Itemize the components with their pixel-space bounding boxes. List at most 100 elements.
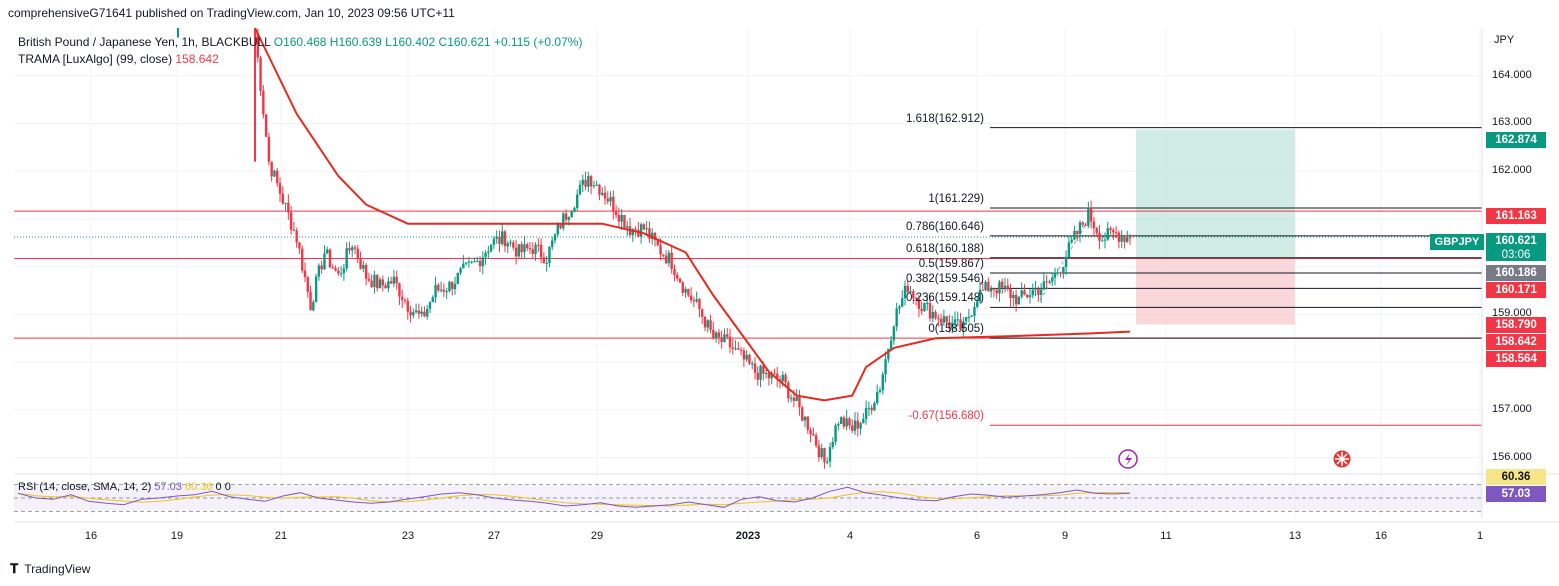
time-tick-label: 11 <box>1160 530 1172 542</box>
rsi-scale-label: 57.03 <box>1486 486 1546 502</box>
price-label: 160.621 <box>1486 233 1546 261</box>
tradingview-logo-icon[interactable]: 𝐓 <box>10 561 19 576</box>
candle-body <box>362 265 365 269</box>
candle-body <box>1101 240 1104 242</box>
candle-body <box>389 281 393 284</box>
candle-body <box>1112 229 1115 233</box>
indicator-name[interactable]: TRAMA [LuxAlgo] (99, close) <box>18 52 173 66</box>
candle-body <box>973 306 976 316</box>
fib-label: 0.618(160.188) <box>905 242 984 255</box>
candle-body <box>1087 207 1090 226</box>
candle-body <box>706 320 709 328</box>
chart-grid <box>14 28 1482 518</box>
candle-body <box>1076 230 1079 235</box>
candle-body <box>839 417 843 424</box>
candle-body <box>984 281 987 291</box>
candle-body <box>928 302 932 319</box>
price-label: 161.163 <box>1486 208 1546 224</box>
candle-body <box>1128 237 1132 239</box>
time-tick-label: 13 <box>1288 530 1302 542</box>
candle-body <box>859 423 862 429</box>
candle-body <box>670 252 673 269</box>
candle-body <box>889 340 893 349</box>
candle-body <box>581 179 584 185</box>
candle-body <box>978 289 982 302</box>
candle-body <box>523 244 526 253</box>
footer-brand[interactable]: TradingView <box>24 562 91 576</box>
candle-body <box>376 274 379 289</box>
position-zones <box>1136 129 1295 325</box>
candle-body <box>687 288 690 296</box>
price-label: 160.186 <box>1486 265 1546 281</box>
candle-body <box>734 348 737 350</box>
price-tick-label: 159.000 <box>1492 307 1532 320</box>
candle-body <box>587 176 590 187</box>
candle-body <box>934 311 937 319</box>
candle-body <box>987 281 990 292</box>
candle-body <box>1103 239 1107 241</box>
candle-body <box>431 297 434 303</box>
candle-body <box>1123 235 1126 242</box>
candle-body <box>995 289 998 294</box>
candle-body <box>773 373 776 375</box>
candle-body <box>798 396 801 408</box>
candle-body <box>603 192 607 199</box>
candle-body <box>1095 227 1098 233</box>
candle-body <box>764 373 768 375</box>
candle-body <box>951 322 954 329</box>
candle-body <box>392 276 396 284</box>
candle-body <box>828 447 832 462</box>
candle-body <box>259 57 262 91</box>
candle-body <box>920 308 923 312</box>
candle-body <box>742 350 746 360</box>
time-tick-label: 1 <box>1476 530 1484 542</box>
candle-body <box>848 418 851 426</box>
candle-body <box>562 213 565 229</box>
time-tick-label: 19 <box>170 530 184 542</box>
footer: 𝐓 TradingView <box>10 561 90 577</box>
candle-body <box>1031 289 1034 296</box>
fib-label: 0.5(159.867) <box>918 258 984 271</box>
candle-body <box>1092 221 1096 228</box>
price-tick-label: 163.000 <box>1492 116 1532 129</box>
candle-body <box>717 332 721 338</box>
candle-body <box>412 312 415 316</box>
candle-body <box>292 229 296 231</box>
candle-body <box>881 374 884 391</box>
price-tick-label: 164.000 <box>1492 68 1532 81</box>
trama-line <box>254 27 1131 402</box>
candle-body <box>351 247 354 251</box>
candle-body <box>484 252 487 258</box>
rsi-label[interactable]: RSI (14, close, SMA, 14, 2) <box>18 481 152 493</box>
candle-body <box>823 448 826 463</box>
price-label: 160.171 <box>1486 282 1546 298</box>
candle-body <box>289 212 293 230</box>
axes <box>14 28 1559 523</box>
candle-body <box>1028 295 1032 298</box>
candle-body <box>728 336 732 348</box>
fib-label: 1(161.229) <box>928 193 984 206</box>
candle-body <box>853 420 857 431</box>
candle-body <box>876 392 879 404</box>
candle-body <box>1009 289 1012 299</box>
candle-body <box>262 90 265 115</box>
rsi-legend: RSI (14, close, SMA, 14, 2) 57.03 60.36 … <box>18 481 231 493</box>
candle-body <box>464 262 468 264</box>
time-tick-label: 2023 <box>735 530 761 542</box>
candle-body <box>317 265 321 277</box>
candle-body <box>264 114 268 137</box>
candle-body <box>395 276 398 284</box>
time-tick-label: 6 <box>973 530 981 542</box>
candle-body <box>1106 228 1109 240</box>
candle-body <box>901 298 904 307</box>
rsi-sma-value: 60.36 <box>184 481 213 493</box>
candle-body <box>342 268 346 274</box>
candle-body <box>912 291 915 299</box>
candle-body <box>748 354 751 364</box>
symbol-title[interactable]: British Pound / Japanese Yen, 1h, BLACKB… <box>18 35 271 49</box>
time-tick-label: 16 <box>1374 530 1388 542</box>
candle-body <box>323 253 326 270</box>
candle-body <box>298 242 301 249</box>
candle-body <box>887 348 890 360</box>
candle-body <box>589 176 593 187</box>
